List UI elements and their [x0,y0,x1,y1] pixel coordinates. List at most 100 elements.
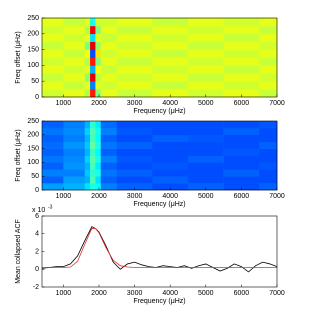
heat-cell [116,134,153,142]
heat-cell [259,49,278,58]
heat-cell [42,155,64,163]
heat-cell [42,148,64,156]
heat-cell [95,41,102,50]
heat-cell [152,162,189,170]
heat-cell [187,148,224,156]
y-axis-label: Freq offset (μHz) [15,31,22,84]
heat-cell [116,176,153,184]
heat-cell [84,121,91,129]
heat-cell [116,49,153,58]
heat-cell [63,89,86,98]
heat-cell [100,25,118,35]
heat-cell [84,89,91,98]
heat-cell [95,89,102,98]
heat-cell [116,121,153,129]
heat-cell [187,81,224,90]
heat-cell [84,141,91,149]
x-tick-label: 4000 [162,100,178,107]
heat-cell [42,183,64,191]
heat-cell [90,33,96,42]
heat-cell [84,33,91,42]
heat-cell [259,57,278,66]
y-tick-label: 50 [31,78,39,85]
panel: 1000 2000 3000 4000 5000 6000 7000 0 50 100 150 200… [15,118,285,208]
heat-cell [223,57,260,66]
heat-cell [100,162,118,170]
heat-cell [95,25,102,35]
heat-cell [152,49,189,58]
x-tick-label: 7000 [269,100,285,107]
heat-cell [223,134,260,142]
heat-cell [223,18,260,27]
heat-cell [100,183,118,191]
heat-cell [152,25,189,35]
heat-cell [63,162,86,170]
heat-cell [95,121,102,129]
heat-cell [90,176,96,184]
heat-cell [90,162,96,170]
heat-cell [63,25,86,35]
heat-cell [116,183,153,191]
x-tick-label: 1000 [56,100,72,107]
x-tick-label: 7000 [269,193,285,200]
heat-cell [187,33,224,42]
heat-cell [223,169,260,177]
heat-cell [152,65,189,74]
heat-cell [90,25,96,35]
heat-cell [90,57,96,66]
heat-cell [116,65,153,74]
heat-cell [95,18,102,27]
heat-cell [187,162,224,170]
heat-cell [84,169,91,177]
heat-cell [116,162,153,170]
x-axis-label: Frequency (μHz) [133,201,185,208]
x-tick-label: 5000 [198,290,214,297]
heat-cell [187,18,224,27]
y-tick-label: 200 [27,31,39,38]
x-axis-label: Frequency (μHz) [133,108,185,115]
axes-frame [41,215,278,288]
heat-cell [84,81,91,90]
heat-cell [223,41,260,50]
heat-cell [63,18,86,27]
heat-cell [95,73,102,82]
heat-cell [259,89,278,98]
x-tick-label: 5000 [198,100,214,107]
heat-cell [42,25,64,35]
heat-cell [84,18,91,27]
heat-cell [42,169,64,177]
y-tick-label: 0 [35,187,39,194]
x-tick-label: 5000 [198,193,214,200]
heat-cell [84,183,91,191]
heat-cell [259,148,278,156]
heat-cell [90,127,96,136]
heat-cell [100,89,118,98]
heat-cell [259,183,278,191]
heat-cell [90,65,96,74]
heat-cell [187,134,224,142]
heat-cell [259,162,278,170]
heat-cell [100,148,118,156]
heat-cell [84,127,91,136]
x-axis-label: Frequency (μHz) [133,298,185,305]
x-tick-label: 6000 [234,100,250,107]
heat-cell [63,176,86,184]
heat-cell [90,169,96,177]
heat-cell [90,18,96,27]
heat-cell [223,155,260,163]
heat-cell [90,141,96,149]
heat-cell [63,33,86,42]
y-scale-exponent: -3 [48,204,53,210]
heat-cell [90,89,96,98]
y-axis-label: Freq offset (μHz) [15,129,22,182]
heat-cell [152,81,189,90]
heat-cell [63,81,86,90]
x-tick-label: 3000 [127,290,143,297]
heat-cell [84,73,91,82]
heat-cell [95,49,102,58]
y-tick-label: -2 [33,284,39,291]
heat-cell [116,25,153,35]
heat-cell [90,121,96,129]
heat-cell [95,148,102,156]
heat-cell [259,73,278,82]
